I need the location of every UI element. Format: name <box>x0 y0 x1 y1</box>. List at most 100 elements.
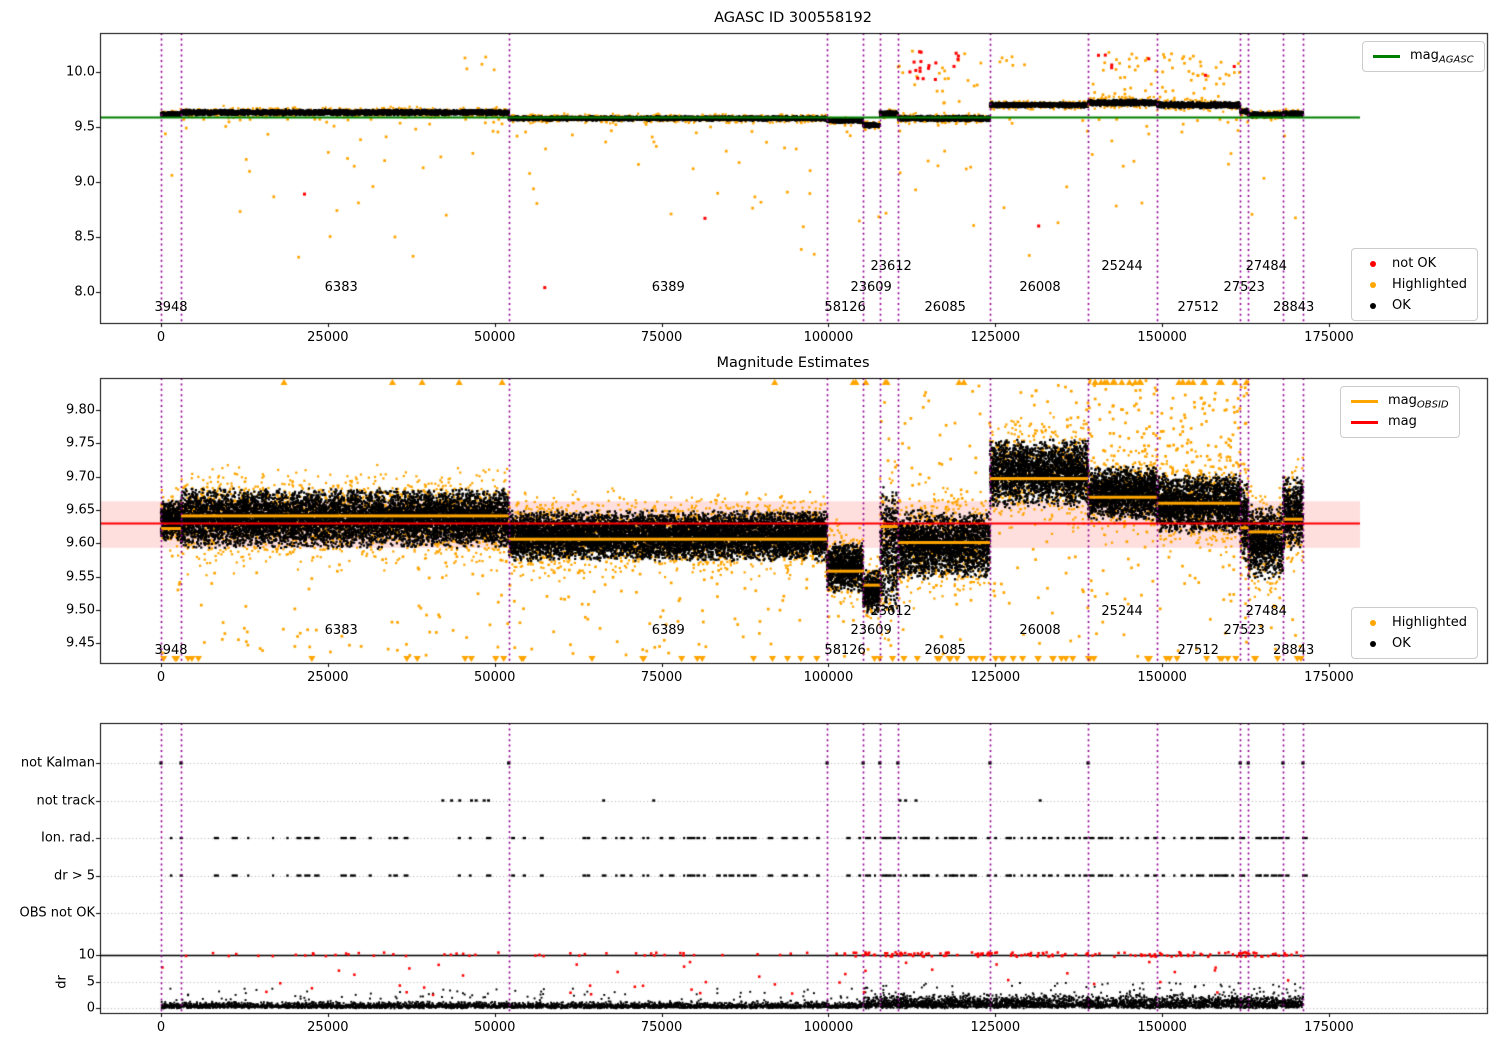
obsid-annotation: 27484 <box>1245 259 1287 274</box>
y-tick-label: 9.5 <box>74 119 95 135</box>
y-tick-label: 9.0 <box>74 174 95 190</box>
obsid-annotation: 26008 <box>1019 623 1061 638</box>
legend-line-sample-green <box>1373 55 1400 58</box>
dr-tick-label: 5 <box>86 974 95 989</box>
obsid-annotation: 6383 <box>324 280 358 295</box>
obsid-annotation: 28843 <box>1272 643 1315 658</box>
legend-plot1-markers: not OK Highlighted OK <box>1351 248 1478 321</box>
obsid-annotation: 25244 <box>1101 604 1143 619</box>
legend-row: magOBSID <box>1351 391 1449 412</box>
category-label: OBS not OK <box>19 905 96 921</box>
legend-label: magAGASC <box>1410 47 1474 66</box>
obsid-annotation: 23609 <box>850 280 892 295</box>
obsid-annotation: 26085 <box>924 643 966 658</box>
legend-row: Highlighted <box>1362 274 1467 295</box>
legend-row: magAGASC <box>1373 46 1474 67</box>
obsid-annotation: 6389 <box>651 623 685 638</box>
category-label: not track <box>36 793 95 808</box>
x-tick-label: 75000 <box>640 1020 683 1035</box>
obsid-annotation: 26085 <box>924 300 966 315</box>
obsid-annotation: 26008 <box>1019 280 1061 295</box>
x-tick-label: 25000 <box>307 330 349 345</box>
x-tick-label: 150000 <box>1137 1020 1187 1035</box>
legend-dot-orange <box>1370 619 1376 626</box>
x-tick-label: 50000 <box>474 1020 516 1035</box>
x-tick-label: 0 <box>156 330 166 345</box>
obsid-annotation: 27523 <box>1223 280 1265 295</box>
x-tick-label: 125000 <box>970 1020 1021 1035</box>
legend-line-sample-orange <box>1351 400 1378 403</box>
x-tick-label: 125000 <box>970 670 1021 685</box>
legend-label: mag <box>1388 413 1417 429</box>
y-tick-label: 9.45 <box>66 635 95 651</box>
obsid-annotation: 58126 <box>824 300 866 315</box>
legend-row: not OK <box>1362 253 1467 274</box>
x-tick-label: 175000 <box>1304 330 1354 345</box>
y-tick-label: 9.70 <box>66 469 95 485</box>
x-tick-label: 100000 <box>803 670 854 685</box>
legend-label: magOBSID <box>1388 392 1449 411</box>
dr-tick-label: 10 <box>78 947 95 963</box>
x-tick-label: 25000 <box>307 670 349 685</box>
legend-dot-red <box>1370 260 1376 267</box>
x-tick-label: 100000 <box>803 1020 854 1035</box>
legend-row: OK <box>1362 295 1467 316</box>
dr-tick-label: 0 <box>86 1000 95 1016</box>
legend-label: OK <box>1392 298 1411 313</box>
category-label: not Kalman <box>20 755 95 771</box>
obsid-annotation: 23612 <box>870 259 912 274</box>
legend-plot2-markers: Highlighted OK <box>1351 607 1478 659</box>
y-tick-label: 9.75 <box>66 435 95 451</box>
legend-dot-black <box>1370 302 1376 309</box>
x-tick-label: 50000 <box>474 330 516 345</box>
plot2-title: Magnitude Estimates <box>716 355 870 371</box>
x-tick-label: 175000 <box>1304 1020 1354 1035</box>
x-tick-label: 25000 <box>307 1020 349 1035</box>
legend-mag-agasc: magAGASC <box>1362 41 1485 72</box>
x-tick-label: 0 <box>156 670 166 685</box>
y-tick-label: 9.55 <box>66 569 95 584</box>
obsid-annotation: 27512 <box>1177 643 1219 658</box>
legend-label: not OK <box>1392 256 1437 271</box>
y-tick-label: 8.5 <box>74 229 95 245</box>
legend-label: Highlighted <box>1392 615 1467 630</box>
legend-row: Highlighted <box>1362 612 1467 633</box>
legend-line-sample-red <box>1351 421 1378 424</box>
legend-dot-black <box>1370 640 1376 647</box>
x-tick-label: 175000 <box>1304 670 1354 685</box>
obsid-annotation: 27523 <box>1223 623 1265 638</box>
x-tick-label: 75000 <box>640 670 683 685</box>
y-tick-label: 9.65 <box>66 502 95 518</box>
x-tick-label: 100000 <box>803 330 854 345</box>
obsid-annotation: 6389 <box>651 280 685 295</box>
obsid-annotation: 3948 <box>154 300 188 315</box>
obsid-annotation: 23612 <box>870 604 912 619</box>
category-label: dr > 5 <box>53 868 95 883</box>
x-tick-label: 0 <box>156 1020 166 1035</box>
legend-row: OK <box>1362 633 1467 654</box>
category-label: Ion. rad. <box>41 830 95 846</box>
obsid-annotation: 25244 <box>1101 259 1143 274</box>
x-tick-label: 75000 <box>640 330 683 345</box>
obsid-annotation: 3948 <box>154 643 188 658</box>
obsid-annotation: 27512 <box>1177 300 1219 315</box>
x-tick-label: 125000 <box>970 330 1021 345</box>
y-tick-label: 9.60 <box>66 535 95 551</box>
y-tick-label: 9.80 <box>66 402 95 418</box>
obsid-annotation: 6383 <box>324 623 358 638</box>
legend-mag-lines: magOBSID mag <box>1340 386 1460 438</box>
x-tick-label: 150000 <box>1137 670 1187 685</box>
x-tick-label: 50000 <box>474 670 516 685</box>
x-tick-label: 150000 <box>1137 330 1187 345</box>
obsid-annotation: 28843 <box>1272 300 1315 315</box>
legend-dot-orange <box>1370 281 1376 288</box>
y-tick-label: 8.0 <box>74 284 95 300</box>
legend-label: Highlighted <box>1392 277 1467 292</box>
legend-label: OK <box>1392 636 1411 651</box>
y-tick-label: 10.0 <box>66 64 95 80</box>
obsid-annotation: 23609 <box>850 623 892 638</box>
legend-row: mag <box>1351 412 1449 433</box>
obsid-annotation: 27484 <box>1245 604 1287 619</box>
